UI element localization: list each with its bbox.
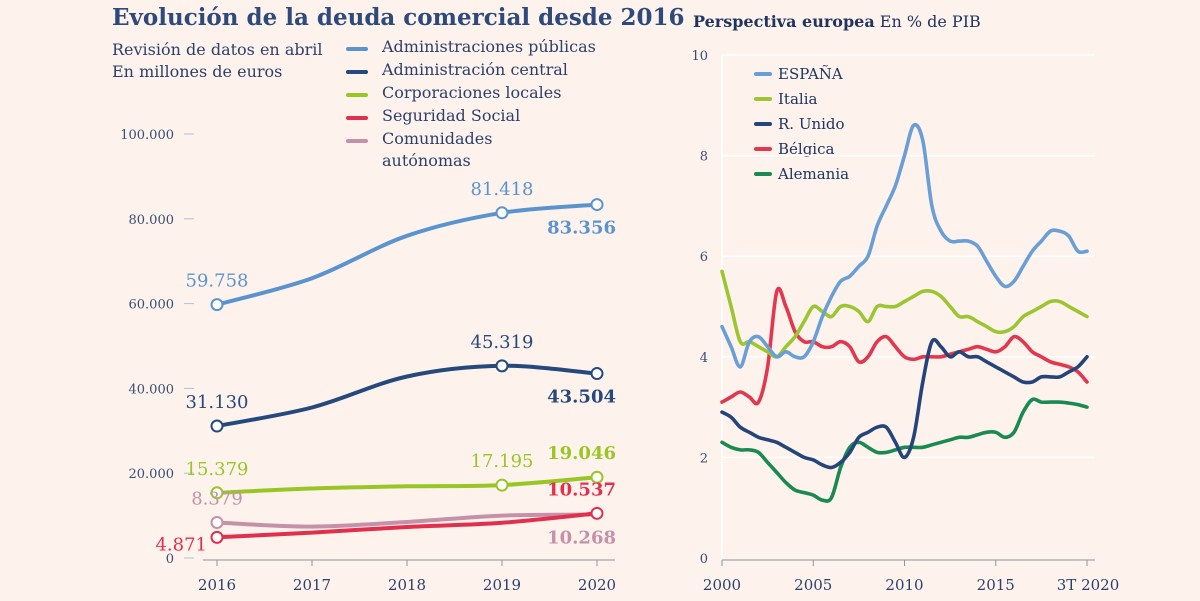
left-data-label: 43.504 <box>547 387 616 408</box>
right-series-line <box>720 337 1089 470</box>
left-legend-label: Seguridad Social <box>382 106 521 125</box>
right-legend-swatch <box>754 147 772 151</box>
left-series-line <box>215 363 599 428</box>
left-series-line <box>215 512 599 529</box>
right-legend-swatch <box>754 122 772 126</box>
left-data-point <box>210 515 224 529</box>
right-x-tick-label: 2010 <box>885 576 923 594</box>
right-y-tick-label: 6 <box>700 250 708 265</box>
right-y-tick-label: 8 <box>700 150 708 165</box>
left-data-label: 10.268 <box>547 527 616 548</box>
left-y-tick-label: 20.000 <box>129 467 175 482</box>
left-x-tick-label: 2018 <box>388 576 426 594</box>
left-x-tick-label: 2019 <box>483 576 521 594</box>
left-data-label: 31.130 <box>186 392 249 413</box>
left-legend-swatch <box>346 70 368 74</box>
left-data-label: 10.537 <box>547 479 616 500</box>
left-legend-label: Administración central <box>382 60 568 79</box>
left-legend-swatch <box>346 139 368 143</box>
right-series-line <box>720 286 1089 406</box>
left-y-tick-label: 100.000 <box>120 128 174 143</box>
right-title-bold: Perspectiva europea <box>693 12 875 31</box>
left-subtitle-line2: En millones de euros <box>112 62 283 81</box>
right-y-tick-label: 4 <box>700 351 708 366</box>
left-legend-swatch <box>346 116 368 120</box>
left-y-tick-label: 0 <box>166 552 174 567</box>
right-series-line <box>720 269 1089 359</box>
left-series-line <box>215 475 599 495</box>
left-legend-label: Administraciones públicas <box>382 37 596 56</box>
left-y-tick-label: 40.000 <box>129 382 175 397</box>
right-legend-label: Bélgica <box>778 140 835 158</box>
left-data-label: 81.418 <box>471 179 534 200</box>
right-y-tick-label: 10 <box>691 49 708 64</box>
right-legend-swatch <box>754 72 772 76</box>
left-data-label: 19.046 <box>547 443 616 464</box>
left-data-point <box>590 198 604 212</box>
left-legend-swatch <box>346 47 368 51</box>
left-data-point <box>210 530 224 544</box>
left-data-label: 17.195 <box>471 451 534 472</box>
left-y-tick-label: 80.000 <box>129 213 175 228</box>
left-data-point <box>210 298 224 312</box>
left-data-point <box>590 470 604 484</box>
left-data-label: 83.356 <box>547 218 616 239</box>
right-legend-label: ESPAÑA <box>778 65 843 83</box>
right-x-tick-label: 2015 <box>977 576 1015 594</box>
left-y-tick-label: 60.000 <box>129 298 175 313</box>
left-data-point <box>590 506 604 520</box>
left-legend-label: Comunidades autónomas <box>382 129 493 170</box>
left-subtitle-line1: Revisión de datos en abril <box>112 40 323 59</box>
right-legend-label: R. Unido <box>778 115 845 133</box>
left-data-label: 45.319 <box>471 332 534 353</box>
right-legend-swatch <box>754 97 772 101</box>
left-data-label: 59.758 <box>186 271 249 292</box>
left-data-point <box>495 359 509 373</box>
left-chart-title: Evolución de la deuda comercial desde 20… <box>112 4 685 31</box>
left-chart: 0 20.000 40.000 60.000 80.000 100.000 2016 2017… <box>120 128 616 594</box>
right-series-line <box>720 122 1089 369</box>
right-legend-label: Alemania <box>778 165 850 183</box>
left-data-point <box>210 486 224 500</box>
left-series-line <box>215 511 599 540</box>
left-data-point <box>210 419 224 433</box>
left-data-point <box>590 367 604 381</box>
left-data-point <box>495 478 509 492</box>
right-legend-label: Italia <box>778 90 818 108</box>
left-x-tick-label: 2016 <box>198 576 236 594</box>
right-chart-title: Perspectiva europea En % de PIB <box>693 12 981 31</box>
left-legend-swatch <box>346 93 368 97</box>
right-x-tick-label: 3T 2020 <box>1057 576 1120 594</box>
right-y-tick-label: 2 <box>700 451 708 466</box>
left-data-label: 8.379 <box>191 488 243 509</box>
left-x-tick-label: 2017 <box>293 576 331 594</box>
right-series-line <box>720 397 1089 503</box>
right-y-tick-label: 0 <box>700 552 708 567</box>
right-x-tick-label: 2005 <box>794 576 832 594</box>
left-series-line <box>215 202 599 307</box>
left-data-label: 15.379 <box>186 459 249 480</box>
right-title-unit: En % de PIB <box>874 12 981 31</box>
left-data-label: 4.871 <box>155 534 207 555</box>
left-data-point <box>495 206 509 220</box>
right-x-tick-label: 2000 <box>703 576 741 594</box>
left-legend-label: Corporaciones locales <box>382 83 562 102</box>
left-x-tick-label: 2020 <box>578 576 616 594</box>
right-legend-swatch <box>754 172 772 176</box>
